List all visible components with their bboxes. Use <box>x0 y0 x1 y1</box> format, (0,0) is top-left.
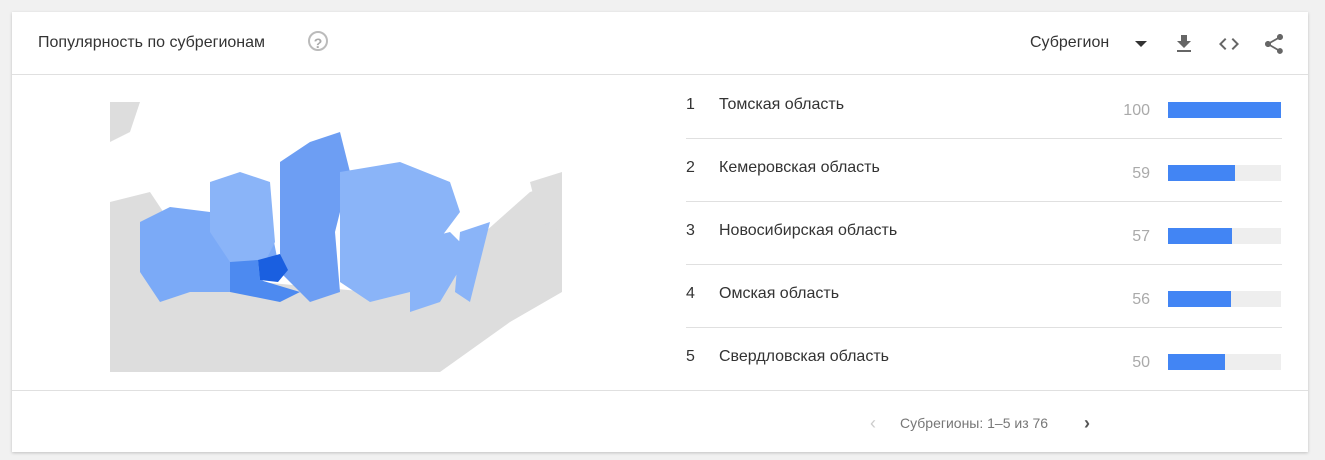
value: 56 <box>1132 291 1150 308</box>
value-bar <box>1168 165 1281 181</box>
list-item[interactable]: 2 Кемеровская область 59 <box>686 138 1282 202</box>
value: 100 <box>1123 102 1150 119</box>
list-item[interactable]: 1 Томская область 100 <box>686 75 1282 139</box>
value: 50 <box>1132 354 1150 371</box>
chevron-right-icon[interactable]: › <box>1084 413 1090 433</box>
map-region-yakutia <box>340 162 460 302</box>
map-region-krasnoyarsk <box>280 132 350 302</box>
map-region-tomsk <box>258 254 288 282</box>
share-icon[interactable] <box>1262 32 1286 56</box>
card-title: Популярность по субрегионам <box>38 34 266 51</box>
help-icon[interactable]: ? <box>308 31 328 51</box>
region-name: Кемеровская область <box>719 159 880 176</box>
rank: 5 <box>686 348 695 365</box>
card-header: Популярность по субрегионам ? Субрегион <box>12 12 1308 75</box>
chevron-down-icon[interactable] <box>1135 41 1147 47</box>
list-item[interactable]: 5 Свердловская область 50 <box>686 327 1282 390</box>
value-bar-fill <box>1168 354 1225 370</box>
value: 59 <box>1132 165 1150 182</box>
embed-code-icon[interactable] <box>1217 32 1241 56</box>
region-name: Свердловская область <box>719 348 889 365</box>
region-name: Новосибирская область <box>719 222 898 239</box>
value-bar-fill <box>1168 102 1281 118</box>
subregion-card: Популярность по субрегионам ? Субрегион … <box>12 12 1308 452</box>
pagination-label: Субрегионы: 1–5 из 76 <box>900 415 1049 431</box>
value-bar <box>1168 354 1281 370</box>
region-name: Томская область <box>719 96 845 113</box>
region-map[interactable] <box>110 92 562 372</box>
rank: 3 <box>686 222 695 239</box>
list-item[interactable]: 4 Омская область 56 <box>686 264 1282 328</box>
value-bar-fill <box>1168 291 1232 307</box>
value-bar-fill <box>1168 165 1235 181</box>
value-bar <box>1168 291 1281 307</box>
resolution-select[interactable]: Субрегион <box>1030 34 1110 51</box>
value-bar <box>1168 102 1281 118</box>
download-icon[interactable] <box>1172 32 1196 56</box>
value-bar-fill <box>1168 228 1233 244</box>
value: 57 <box>1132 228 1150 245</box>
chevron-left-icon[interactable]: ‹ <box>870 413 876 433</box>
rank: 2 <box>686 159 695 176</box>
rank: 4 <box>686 285 695 302</box>
map-land-background <box>110 182 562 372</box>
rank: 1 <box>686 96 695 113</box>
map-region-siberia-south <box>230 260 300 302</box>
card-footer: ‹ Субрегионы: 1–5 из 76 › <box>12 390 1308 453</box>
value-bar <box>1168 228 1281 244</box>
list-item[interactable]: 3 Новосибирская область 57 <box>686 201 1282 265</box>
region-name: Омская область <box>719 285 840 302</box>
map-region-urals <box>210 172 275 272</box>
map-region-fareast <box>410 222 490 312</box>
